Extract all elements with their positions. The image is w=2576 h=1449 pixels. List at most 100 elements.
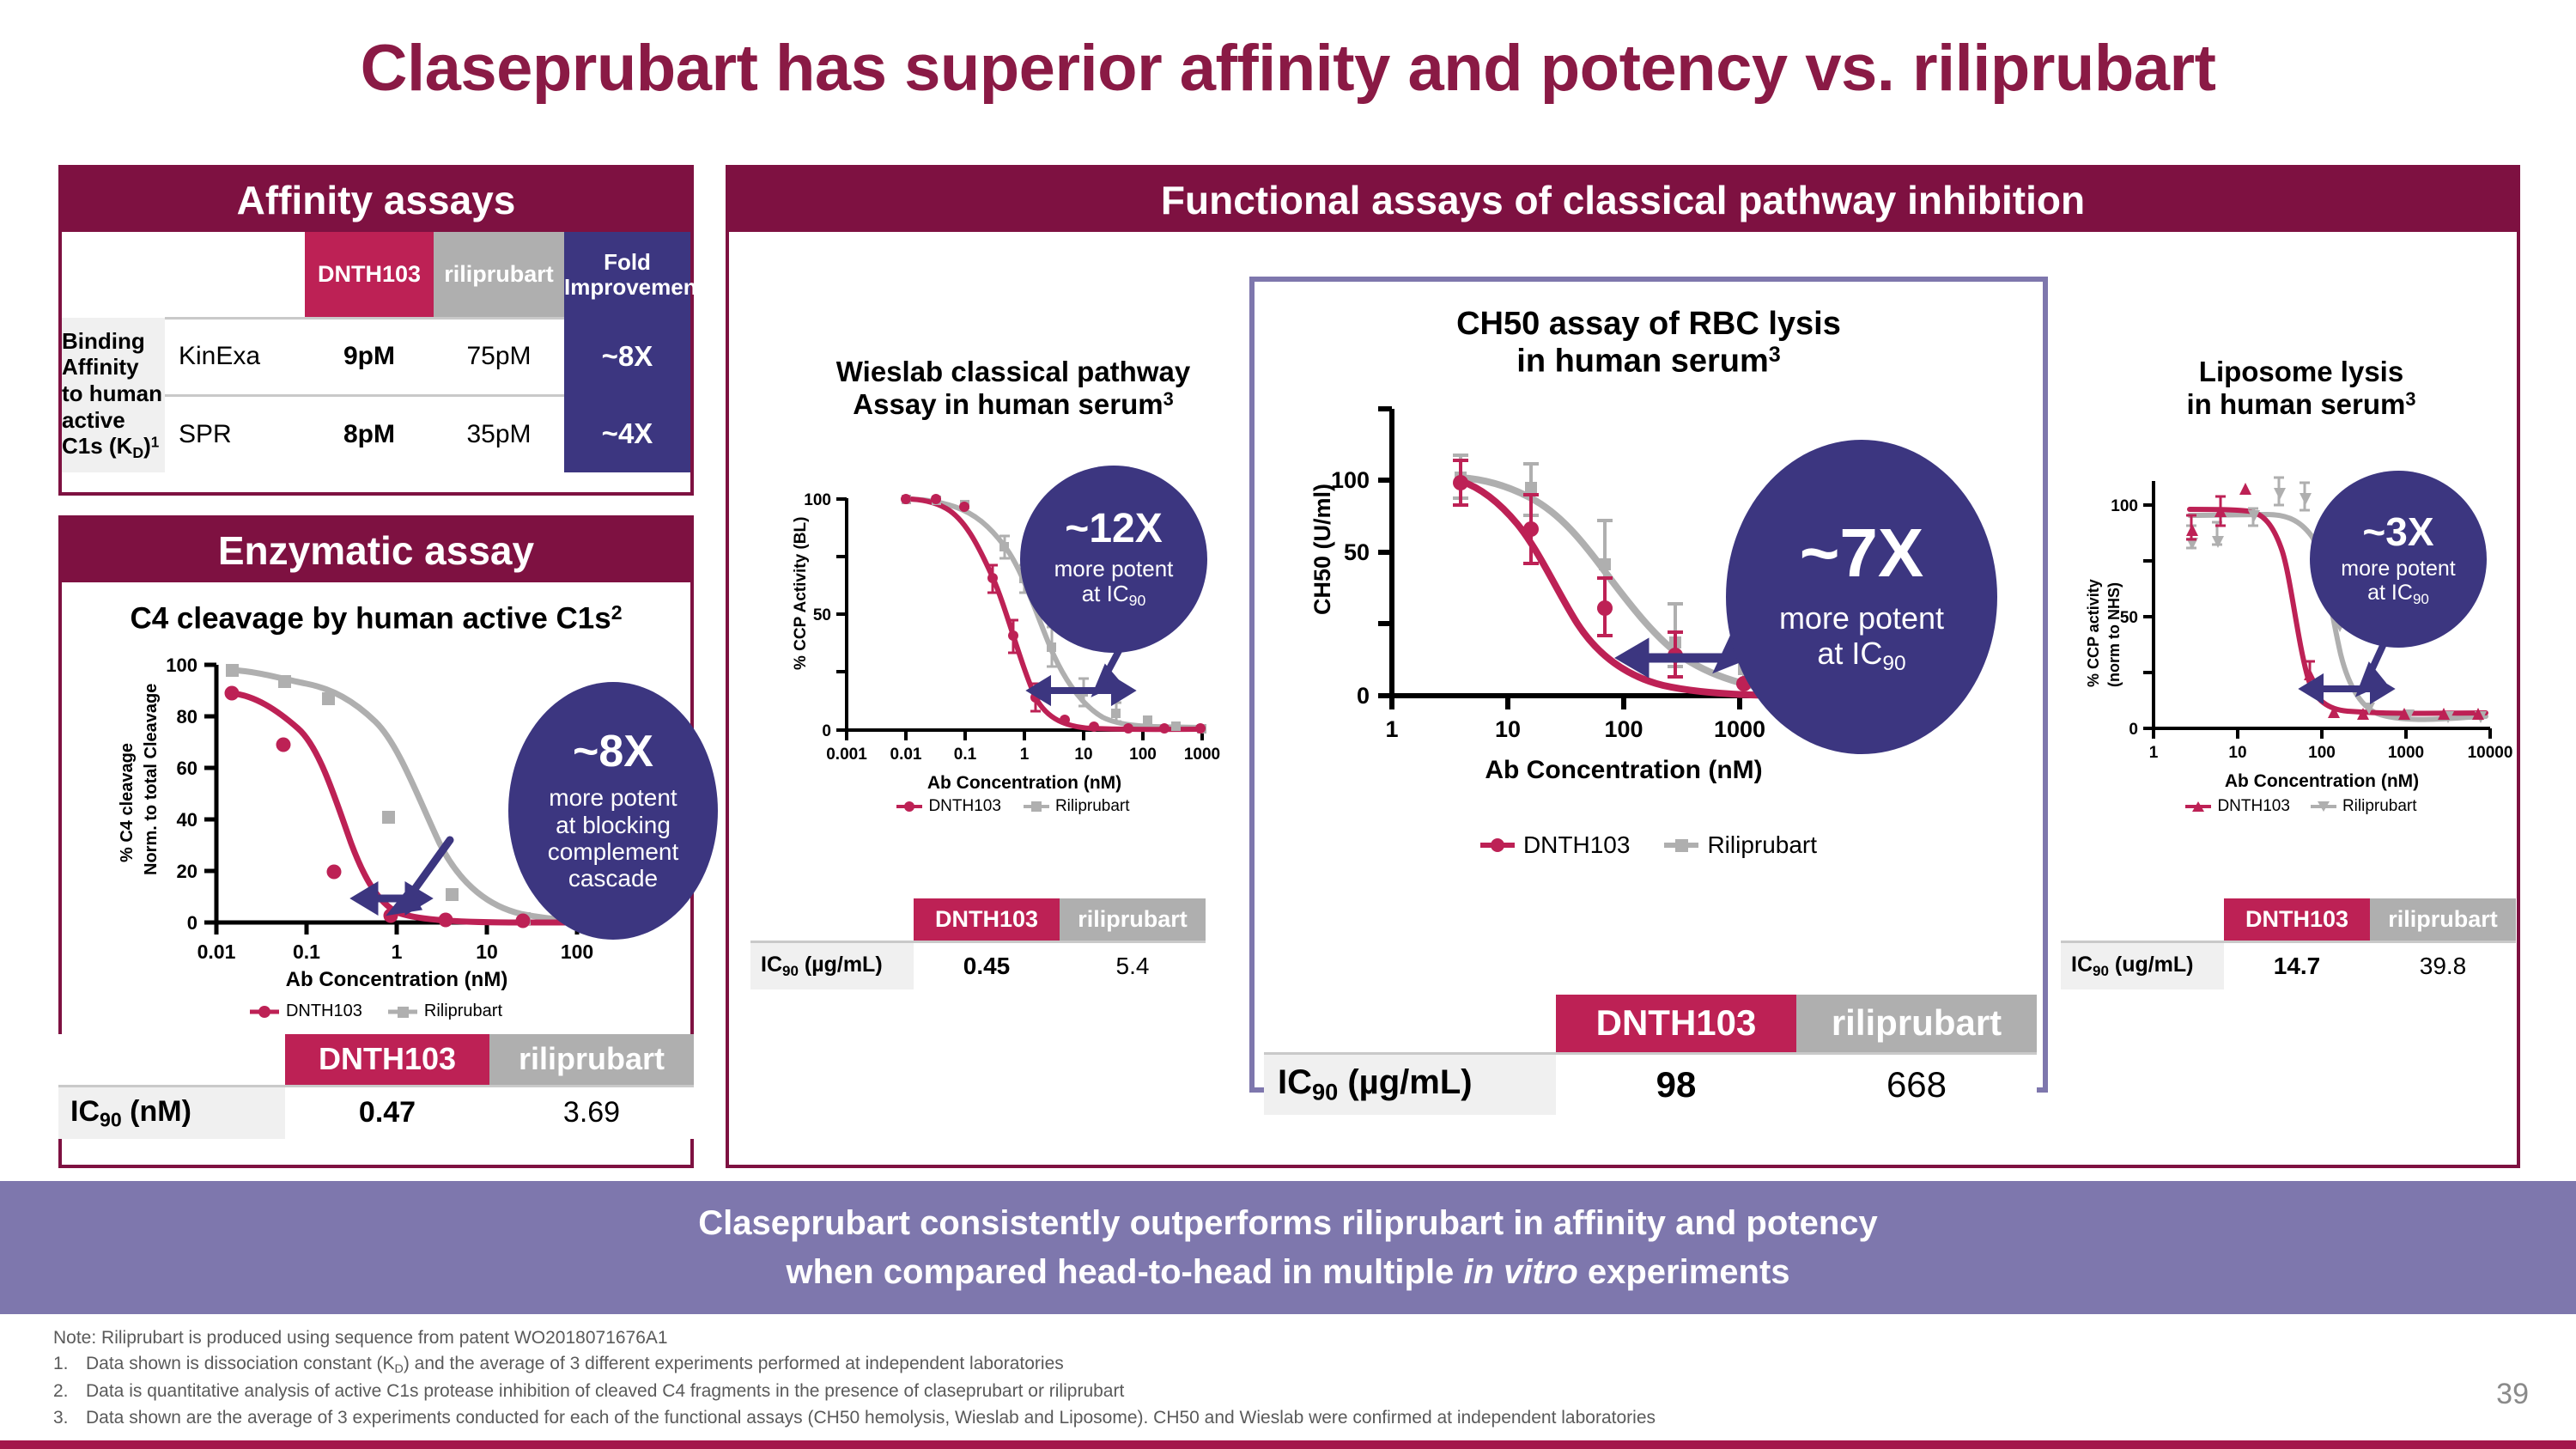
enzymatic-callout-line-4: cascade <box>568 865 659 892</box>
svg-text:0: 0 <box>1357 683 1370 709</box>
enzymatic-ic90-label: IC90 (nM) <box>58 1084 285 1139</box>
affinity-assays-panel: Affinity assays DNTH103 riliprubart Fold… <box>58 165 704 496</box>
svg-text:0.1: 0.1 <box>954 746 977 764</box>
affinity-spr-fold: ~4X <box>564 395 690 472</box>
footnote-2-num: 2. <box>53 1381 69 1402</box>
svg-text:Norm. to total Cleavage: Norm. to total Cleavage <box>142 684 161 875</box>
liposome-callout-line-2-text: at IC <box>2367 580 2413 605</box>
ch50-callout-line-1: more potent <box>1778 600 1945 636</box>
svg-text:1000: 1000 <box>1184 746 1220 764</box>
wieslab-title-line-2: Assay in human serum3 <box>756 388 1271 421</box>
page-title: Claseprubart has superior affinity and p… <box>360 32 2216 105</box>
liposome-legend: DNTH103 Riliprubart <box>2061 797 2542 816</box>
summary-line-2-em: in vitro <box>1463 1252 1578 1291</box>
summary-line-2-b: experiments <box>1577 1252 1790 1291</box>
affinity-row-label-sub: D <box>132 444 144 462</box>
wieslab-callout-sub: 90 <box>1128 592 1146 610</box>
svg-text:0.01: 0.01 <box>197 941 236 963</box>
affinity-header-blank2 <box>165 232 305 318</box>
legend-item-dnth103: DNTH103 <box>2185 797 2290 816</box>
footnote-3-text: Data shown are the average of 3 experime… <box>86 1407 1656 1428</box>
wieslab-ic90-label: IC90 (µg/mL) <box>750 940 914 989</box>
enzymatic-ic90-value-riliprubart: 3.69 <box>489 1084 694 1139</box>
wieslab-ic90-col-dnth103: DNTH103 <box>914 898 1060 941</box>
affinity-spr-riliprubart: 35pM <box>434 393 564 472</box>
svg-text:1: 1 <box>1020 746 1030 764</box>
svg-text:10: 10 <box>2228 744 2246 762</box>
svg-text:(norm to NHS): (norm to NHS) <box>2105 582 2123 687</box>
enzymatic-chart-svg: 0 20 40 60 80 100 0.01 0.1 <box>118 654 593 991</box>
svg-text:1: 1 <box>2149 744 2159 762</box>
legend-item-dnth103: DNTH103 <box>896 797 1001 816</box>
affinity-row-label-sup: 1 <box>150 433 160 451</box>
enzymatic-callout-8x: ~8X more potent at blocking complement c… <box>508 682 718 940</box>
liposome-title-sup: 3 <box>2405 387 2416 410</box>
footnote-1-text: Data shown is dissociation constant (KD)… <box>86 1351 1064 1379</box>
table-header-row: DNTH103 riliprubart <box>58 1034 694 1086</box>
table-row: IC90 (ug/mL) 14.7 39.8 <box>2061 940 2516 989</box>
list-item: 1. Data shown is dissociation constant (… <box>53 1351 2114 1379</box>
svg-text:10: 10 <box>1074 746 1092 764</box>
wieslab-legend: DNTH103 Riliprubart <box>756 797 1271 816</box>
legend-item-riliprubart: Riliprubart <box>1023 797 1130 816</box>
liposome-ic90-col-dnth103: DNTH103 <box>2224 898 2370 941</box>
ch50-ic90-label: IC90 (µg/mL) <box>1264 1051 1556 1115</box>
ch50-ic90-value-riliprubart: 668 <box>1796 1051 2037 1115</box>
list-item: 2. Data is quantitative analysis of acti… <box>53 1379 2114 1404</box>
svg-text:10: 10 <box>1495 716 1521 742</box>
wieslab-ic90-blank <box>750 898 914 941</box>
liposome-callout-sub: 90 <box>2412 590 2429 607</box>
wieslab-ic90-label-ic: IC <box>761 952 782 977</box>
legend-marker-square-icon <box>387 1006 417 1018</box>
affinity-row-label: Binding Affinity to human active C1s (KD… <box>62 318 165 472</box>
liposome-ic90-value-dnth103: 14.7 <box>2224 940 2370 989</box>
ch50-ic90-label-unit: (µg/mL) <box>1338 1062 1473 1101</box>
wieslab-chart-title: Wieslab classical pathway Assay in human… <box>756 356 1271 420</box>
svg-text:0: 0 <box>2129 721 2138 739</box>
wieslab-ic90-label-unit: (µg/mL) <box>798 952 883 977</box>
bottom-rule <box>0 1440 2576 1449</box>
enzymatic-chart-title-sup: 2 <box>611 601 623 624</box>
svg-text:1: 1 <box>1385 716 1398 742</box>
ch50-title-line-2: in human serum3 <box>1255 343 2043 381</box>
svg-text:80: 80 <box>177 706 197 728</box>
svg-text:1000: 1000 <box>1714 716 1765 742</box>
liposome-callout-multiplier: ~3X <box>2362 508 2434 554</box>
enzymatic-assay-header: Enzymatic assay <box>62 519 690 582</box>
functional-assays-header: Functional assays of classical pathway i… <box>729 168 2517 232</box>
summary-line-2: when compared head-to-head in multiple i… <box>786 1248 1789 1297</box>
svg-text:100: 100 <box>166 654 197 676</box>
enzymatic-ic90-col-riliprubart: riliprubart <box>489 1034 694 1086</box>
legend-marker-triangle-down-icon <box>2310 801 2336 812</box>
table-header-row: DNTH103 riliprubart Fold Improvement <box>62 232 704 318</box>
ch50-callout-7x: ~7X more potent at IC90 <box>1726 440 1997 754</box>
ch50-title-sup: 3 <box>1768 343 1781 368</box>
legend-item-dnth103: DNTH103 <box>249 1002 362 1021</box>
ch50-ic90-label-ic: IC <box>1278 1062 1312 1101</box>
summary-line-2-a: when compared head-to-head in multiple <box>786 1252 1464 1291</box>
affinity-assay-kinexa: KinExa <box>165 316 305 395</box>
legend-item-riliprubart: Riliprubart <box>1664 831 1817 859</box>
page-number: 39 <box>2496 1378 2529 1410</box>
liposome-ic90-label: IC90 (ug/mL) <box>2061 940 2224 989</box>
table-header-row: DNTH103 riliprubart <box>750 898 1206 941</box>
svg-text:Ab Concentration (nM): Ab Concentration (nM) <box>2225 771 2419 791</box>
ch50-ic90-col-riliprubart: riliprubart <box>1796 995 2037 1053</box>
svg-text:40: 40 <box>177 809 197 831</box>
svg-text:CH50 (U/ml): CH50 (U/ml) <box>1309 484 1335 615</box>
ch50-callout-sub: 90 <box>1882 651 1906 675</box>
wieslab-ic90-value-riliprubart: 5.4 <box>1060 940 1206 989</box>
enzymatic-ic90-label-unit: (nM) <box>121 1094 191 1128</box>
liposome-chart-svg: 0 50 100 % CCP activity (norm to NHS) 1 … <box>2085 476 2512 791</box>
table-header-row: DNTH103 riliprubart <box>1264 995 2037 1053</box>
liposome-callout-3x: ~3X more potent at IC90 <box>2310 471 2487 648</box>
footnote-2-text: Data is quantitative analysis of active … <box>86 1381 1125 1402</box>
wieslab-callout-line-2-text: at IC <box>1081 581 1129 607</box>
enzymatic-ic90-blank <box>58 1034 285 1086</box>
ch50-callout-line-2-text: at IC <box>1817 635 1883 671</box>
liposome-title-line-1: Liposome lysis <box>2198 356 2404 387</box>
svg-text:50: 50 <box>2120 609 2138 627</box>
footnotes: Note: Riliprubart is produced using sequ… <box>53 1325 2114 1431</box>
table-row: IC90 (µg/mL) 0.45 5.4 <box>750 940 1206 989</box>
